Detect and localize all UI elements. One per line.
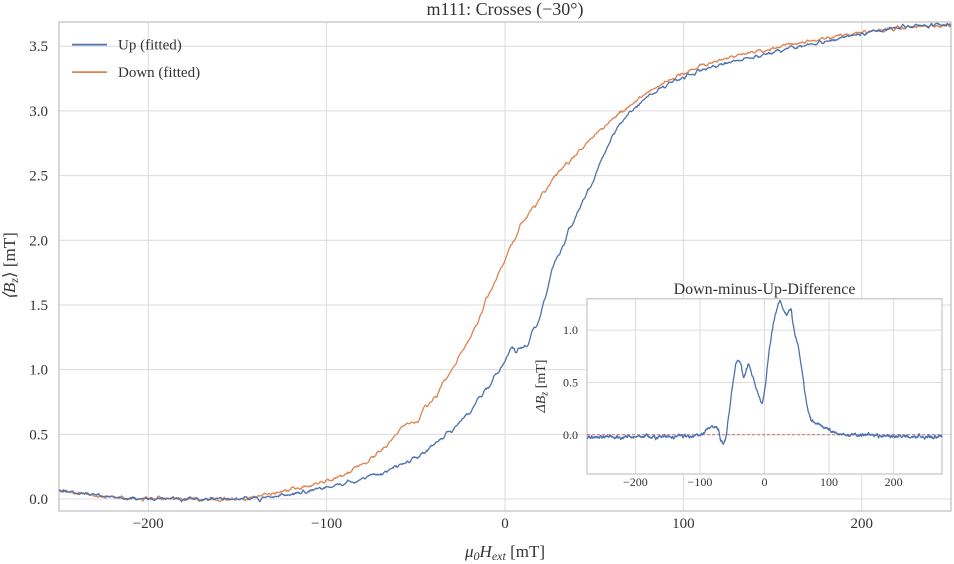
svg-text:0: 0 — [762, 475, 768, 489]
svg-text:Up (fitted): Up (fitted) — [118, 38, 182, 54]
svg-text:Down (fitted): Down (fitted) — [118, 65, 200, 81]
svg-text:0: 0 — [501, 516, 509, 532]
svg-text:−200: −200 — [133, 516, 164, 532]
svg-text:m111: Crosses (−30°): m111: Crosses (−30°) — [426, 0, 583, 20]
svg-text:0.0: 0.0 — [29, 492, 48, 508]
svg-text:100: 100 — [672, 516, 695, 532]
svg-text:−100: −100 — [688, 475, 713, 489]
svg-text:ΔBz [mT]: ΔBz [mT] — [534, 360, 551, 414]
svg-text:−200: −200 — [623, 475, 648, 489]
svg-text:⟨Bz⟩ [mT]: ⟨Bz⟩ [mT] — [0, 232, 21, 300]
svg-text:200: 200 — [851, 516, 874, 532]
svg-text:200: 200 — [885, 475, 903, 489]
svg-text:100: 100 — [820, 475, 838, 489]
svg-text:1.0: 1.0 — [563, 323, 578, 337]
svg-text:3.5: 3.5 — [29, 39, 48, 55]
svg-text:0.5: 0.5 — [563, 375, 578, 389]
svg-text:0.0: 0.0 — [563, 428, 578, 442]
svg-text:−100: −100 — [311, 516, 342, 532]
svg-text:2.0: 2.0 — [29, 233, 48, 249]
svg-text:Down-minus-Up-Difference: Down-minus-Up-Difference — [674, 281, 856, 298]
svg-text:2.5: 2.5 — [29, 169, 48, 185]
svg-text:1.5: 1.5 — [29, 298, 48, 314]
svg-text:3.0: 3.0 — [29, 104, 48, 120]
svg-text:0.5: 0.5 — [29, 427, 48, 443]
svg-text:1.0: 1.0 — [29, 363, 48, 379]
